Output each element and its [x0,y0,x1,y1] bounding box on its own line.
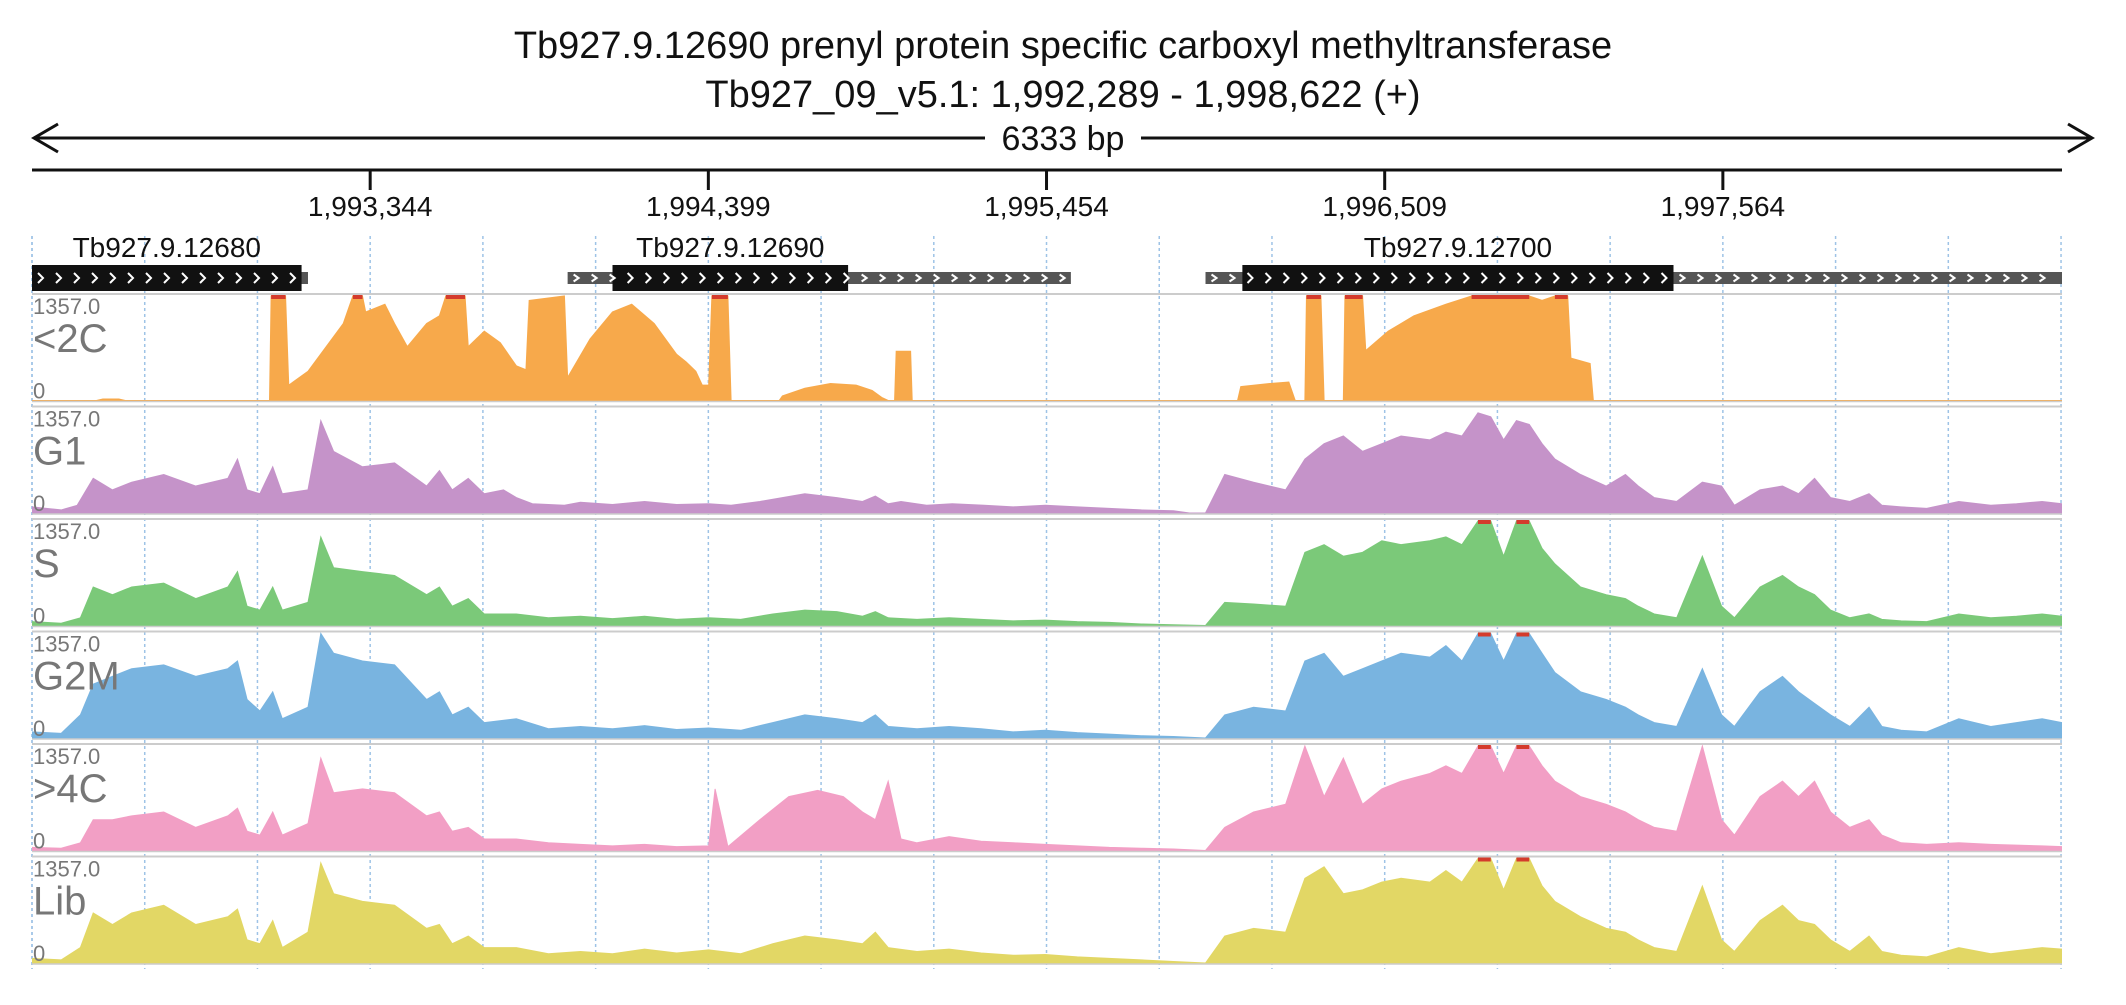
gene-cds [1242,265,1674,291]
coverage-area [32,295,2062,401]
span-arrow-left-icon [31,122,59,154]
y-min-label: 0 [33,941,45,966]
coverage-track [32,293,2062,403]
coverage-area [32,412,2062,514]
chart-title: Tb927.9.12690 prenyl protein specific ca… [514,25,1612,67]
coverage-track [32,518,2062,628]
gene-model: Tb927.9.12700 [1205,232,2062,291]
overflow-marker [1306,295,1321,299]
gene-label: Tb927.9.12700 [1364,232,1552,263]
span-label: 6333 bp [1002,120,1125,158]
x-tick-label: 1,994,399 [646,191,771,222]
gene-model: Tb927.9.12680 [32,232,308,291]
overflow-marker [1477,745,1491,749]
y-min-label: 0 [33,491,45,516]
track-label-group: 1357.0G1 0 [33,407,100,517]
chart-subtitle: Tb927_09_v5.1: 1,992,289 - 1,998,622 (+) [705,74,1420,116]
grid-lines [31,236,2062,969]
y-max-label: 1357.0 [33,632,100,657]
y-max-label: 1357.0 [33,294,100,319]
track-name-label: <2C [33,317,108,361]
coverage-track [32,743,2062,853]
y-max-label: 1357.0 [33,519,100,544]
x-tick-label: 1,995,454 [984,191,1109,222]
strand-chevrons [573,272,1067,284]
track-name-label: S [33,542,60,586]
span-indicator: 6333 bp [31,118,2095,158]
gene-cds [32,265,302,291]
overflow-marker [1344,295,1363,299]
y-max-label: 1357.0 [33,407,100,432]
strand-chevrons [37,272,297,284]
coverage-track [32,630,2062,740]
coverage-tracks [32,293,2062,965]
track-labels: 1357.0<2C01357.0G101357.0S01357.0G2M0135… [33,294,120,966]
overflow-marker [1477,857,1491,862]
overflow-marker [1477,632,1491,637]
coverage-area [32,632,2062,739]
overflow-marker [1554,295,1568,299]
track-label-group: 1357.0>4C 0 [33,744,108,854]
track-name-label: G2M [33,655,120,699]
coverage-area [32,520,2062,627]
gene-label: Tb927.9.12690 [636,232,824,263]
track-name-label: >4C [33,767,108,811]
y-min-label: 0 [33,604,45,629]
coverage-track [32,855,2062,965]
overflow-marker [1471,295,1530,299]
y-max-label: 1357.0 [33,857,100,882]
overflow-marker [1516,632,1530,637]
coverage-area [32,744,2062,852]
gene-track: Tb927.9.12680 Tb927.9.12690 Tb927.9.12700 [32,232,2062,291]
y-min-label: 0 [33,716,45,741]
overflow-marker [1477,520,1491,524]
overflow-marker [445,295,466,299]
overflow-marker [352,295,363,299]
x-tick-label: 1,996,509 [1322,191,1447,222]
x-tick-label: 1,993,344 [308,191,433,222]
x-axis-ticks: 1,993,344 1,994,399 1,995,454 1,996,509 1,99… [308,170,1785,222]
track-label-group: 1357.0<2C 0 [33,294,108,404]
track-name-label: G1 [33,430,86,474]
y-max-label: 1357.0 [33,744,100,769]
overflow-marker [1516,520,1530,524]
y-min-label: 0 [33,829,45,854]
track-label-group: 1357.0S 0 [33,519,100,629]
overflow-marker [271,295,286,299]
overflow-marker [1516,857,1530,862]
x-tick-label: 1,997,564 [1661,191,1786,222]
gene-model: Tb927.9.12690 [567,232,1071,291]
span-label-bg [985,118,1141,158]
y-min-label: 0 [33,379,45,404]
span-arrow-right-icon [2067,122,2095,154]
overflow-marker [711,295,728,299]
gene-label: Tb927.9.12680 [73,232,261,263]
track-name-label: Lib [33,880,86,924]
strand-chevrons [1210,272,2047,284]
coverage-area [32,858,2062,964]
overflow-marker [1516,745,1530,749]
coverage-track [32,405,2062,515]
